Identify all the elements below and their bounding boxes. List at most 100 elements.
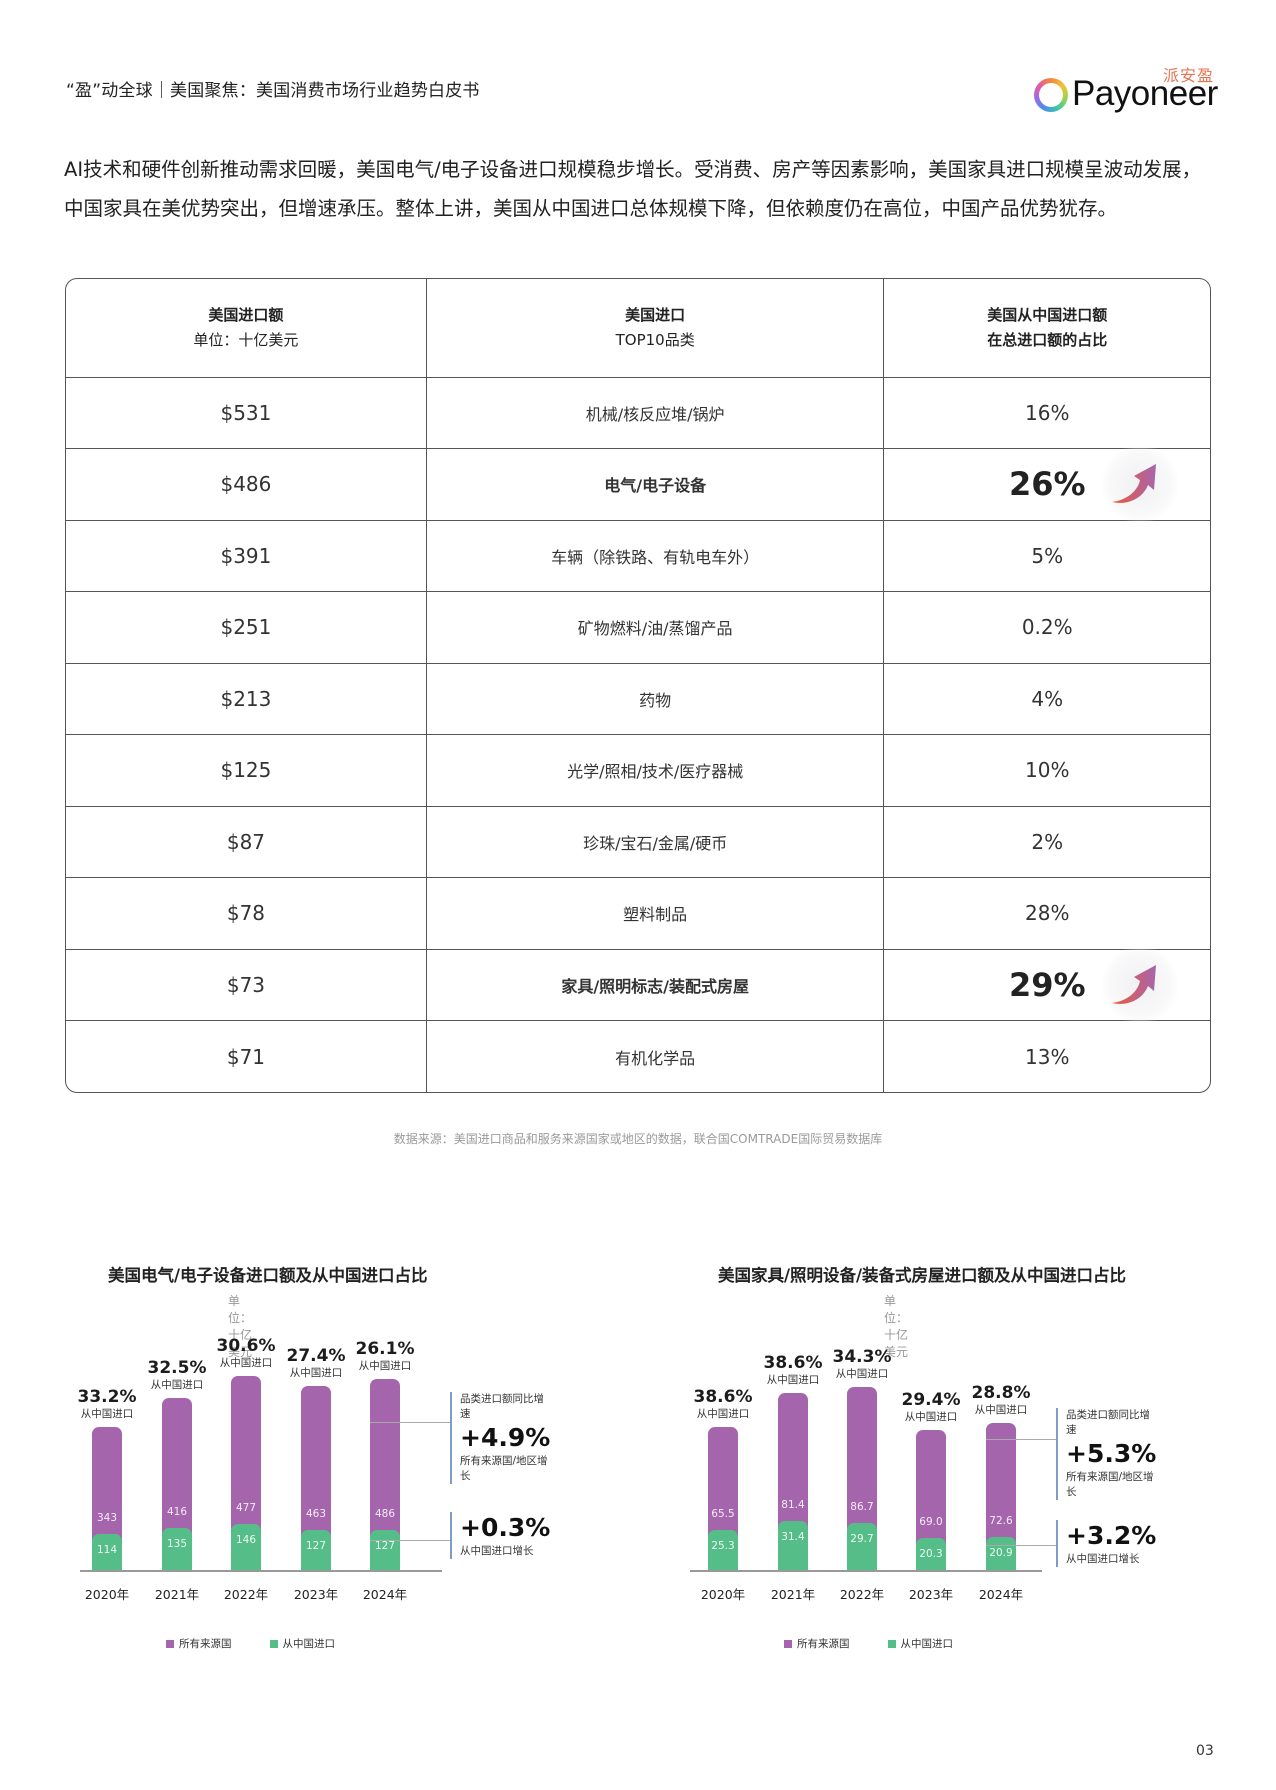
category-name: 塑料制品	[425, 877, 885, 950]
callout-leader-line	[370, 1540, 450, 1541]
x-tick-label: 2023年	[293, 1587, 339, 1602]
x-tick-label: 2024年	[978, 1587, 1024, 1602]
value-all-sources: 343	[96, 1512, 118, 1525]
import-amount: $87	[66, 805, 427, 878]
category-name: 珍珠/宝石/金属/硬币	[425, 805, 885, 878]
bar-segment-china	[301, 1530, 331, 1570]
category-name: 车辆（除铁路、有轨电车外）	[425, 519, 885, 592]
legend-swatch-green	[887, 1640, 896, 1648]
intro-paragraph: AI技术和硬件创新推动需求回暖，美国电气/电子设备进口规模稳步增长。受消费、房产…	[64, 158, 1202, 220]
chart-unit: 单位：十亿美元	[228, 1294, 253, 1359]
x-tick-label: 2021年	[770, 1587, 816, 1602]
import-amount: $531	[66, 376, 427, 449]
value-china: 127	[374, 1540, 396, 1553]
china-share: 26%	[883, 444, 1210, 525]
callout-all-sources-growth: 品类进口额同比增速 +5.3% 所有来源国/地区增长	[1056, 1408, 1156, 1500]
bar-segment-china	[986, 1537, 1016, 1570]
chart-title: 美国电气/电子设备进口额及从中国进口占比	[108, 1266, 428, 1285]
china-share: 16%	[883, 376, 1210, 449]
bar-segment-china	[847, 1523, 877, 1570]
legend-item-all-sources: 所有来源国	[166, 1636, 232, 1651]
value-china: 135	[166, 1537, 188, 1550]
trend-up-arrow-icon	[1099, 444, 1180, 525]
bar-segment-china	[370, 1530, 400, 1570]
import-amount: $71	[66, 1020, 427, 1092]
category-name: 药物	[425, 662, 885, 735]
value-all-sources: 486	[374, 1508, 396, 1521]
legend-item-china: 从中国进口	[269, 1636, 335, 1651]
value-china: 31.4	[781, 1530, 805, 1543]
category-name: 矿物燃料/油/蒸馏产品	[425, 591, 885, 664]
callout-all-sources-growth: 品类进口额同比增速 +4.9% 所有来源国/地区增长	[450, 1392, 550, 1484]
china-share-label: 27.4% 从中国进口	[286, 1345, 346, 1379]
table-row: $71 有机化学品 13%	[66, 1020, 1210, 1092]
value-all-sources: 81.4	[781, 1498, 805, 1511]
data-source-note: 数据来源：美国进口商品和服务来源国家或地区的数据，联合国COMTRADE国际贸易…	[393, 1132, 883, 1146]
table-header-row: 美国进口额 单位：十亿美元 美国进口 TOP10品类 美国从中国进口额 在总进口…	[66, 279, 1210, 378]
value-all-sources: 416	[166, 1505, 188, 1518]
callout-leader-line	[986, 1439, 1056, 1440]
table-row: $531 机械/核反应堆/锅炉 16%	[66, 376, 1210, 449]
bar-2024年: 72.6 20.9	[986, 1423, 1016, 1570]
import-amount: $391	[66, 519, 427, 592]
table-row: $251 矿物燃料/油/蒸馏产品 0.2%	[66, 591, 1210, 664]
page-number: 03	[1196, 1743, 1214, 1759]
value-all-sources: 86.7	[850, 1501, 874, 1514]
china-share-label: 33.2% 从中国进口	[77, 1387, 137, 1421]
table-row: $391 车辆（除铁路、有轨电车外） 5%	[66, 519, 1210, 592]
header-import-amount: 美国进口额 单位：十亿美元	[66, 279, 427, 378]
value-china: 25.3	[711, 1540, 735, 1553]
value-all-sources: 463	[305, 1508, 327, 1521]
import-amount: $78	[66, 877, 427, 950]
chart-unit: 单位：十亿美元	[884, 1294, 909, 1359]
logo-wordmark: Payoneer	[1072, 74, 1218, 113]
x-tick-label: 2020年	[700, 1587, 746, 1602]
x-tick-label: 2020年	[84, 1587, 130, 1602]
china-share-label: 26.1% 从中国进口	[355, 1338, 415, 1372]
header-top10-category: 美国进口 TOP10品类	[425, 279, 885, 378]
trend-up-arrow-icon	[1099, 944, 1180, 1025]
value-china: 114	[96, 1544, 118, 1557]
table-row: $78 塑料制品 28%	[66, 877, 1210, 950]
import-amount: $213	[66, 662, 427, 735]
table-row: $73 家具/照明标志/装配式房屋 29%	[66, 944, 1210, 1025]
china-share: 2%	[883, 805, 1210, 878]
chart-legend: 所有来源国 从中国进口	[784, 1636, 991, 1651]
china-share-label: 30.6% 从中国进口	[216, 1335, 276, 1369]
bar-2021年: 81.4 31.4	[778, 1392, 808, 1570]
x-axis-line	[80, 1570, 442, 1572]
bar-segment-china	[92, 1534, 122, 1570]
bar-2020年: 65.5 25.3	[708, 1427, 738, 1570]
x-tick-label: 2022年	[839, 1587, 885, 1602]
bar-2021年: 416 135	[162, 1398, 192, 1570]
document-title: “盈”动全球｜美国聚焦：美国消费市场行业趋势白皮书	[66, 81, 480, 101]
china-share: 0.2%	[883, 591, 1210, 664]
value-all-sources: 69.0	[919, 1516, 943, 1529]
chart-title: 美国家具/照明设备/装备式房屋进口额及从中国进口占比	[718, 1266, 1127, 1285]
import-amount: $251	[66, 591, 427, 664]
callout-china-growth: +0.3% 从中国进口增长	[450, 1512, 550, 1559]
table-row: $125 光学/照相/技术/医疗器械 10%	[66, 734, 1210, 807]
legend-item-china: 从中国进口	[887, 1636, 953, 1651]
callout-leader-line	[986, 1545, 1056, 1546]
china-share: 5%	[883, 519, 1210, 592]
table-row: $486 电气/电子设备 26%	[66, 444, 1210, 525]
china-share: 13%	[883, 1020, 1210, 1092]
x-tick-label: 2023年	[908, 1587, 954, 1602]
value-china: 146	[235, 1534, 257, 1547]
category-name: 电气/电子设备	[425, 448, 885, 521]
value-china: 20.9	[989, 1547, 1013, 1560]
china-share: 28%	[883, 877, 1210, 950]
bar-segment-china	[778, 1520, 808, 1570]
china-share-label: 29.4% 从中国进口	[901, 1389, 961, 1423]
chart-legend: 所有来源国 从中国进口	[166, 1636, 373, 1651]
callout-leader-line	[370, 1422, 450, 1423]
bar-2022年: 477 146	[231, 1375, 261, 1570]
value-china: 29.7	[850, 1533, 874, 1546]
china-share: 29%	[883, 944, 1210, 1025]
x-tick-label: 2022年	[223, 1587, 269, 1602]
category-name: 有机化学品	[425, 1020, 885, 1092]
logo-chinese-name: 派安盈	[1162, 66, 1214, 85]
china-share-label: 38.6% 从中国进口	[763, 1352, 823, 1386]
top10-import-table: 美国进口额 单位：十亿美元 美国进口 TOP10品类 美国从中国进口额 在总进口…	[65, 278, 1211, 1093]
